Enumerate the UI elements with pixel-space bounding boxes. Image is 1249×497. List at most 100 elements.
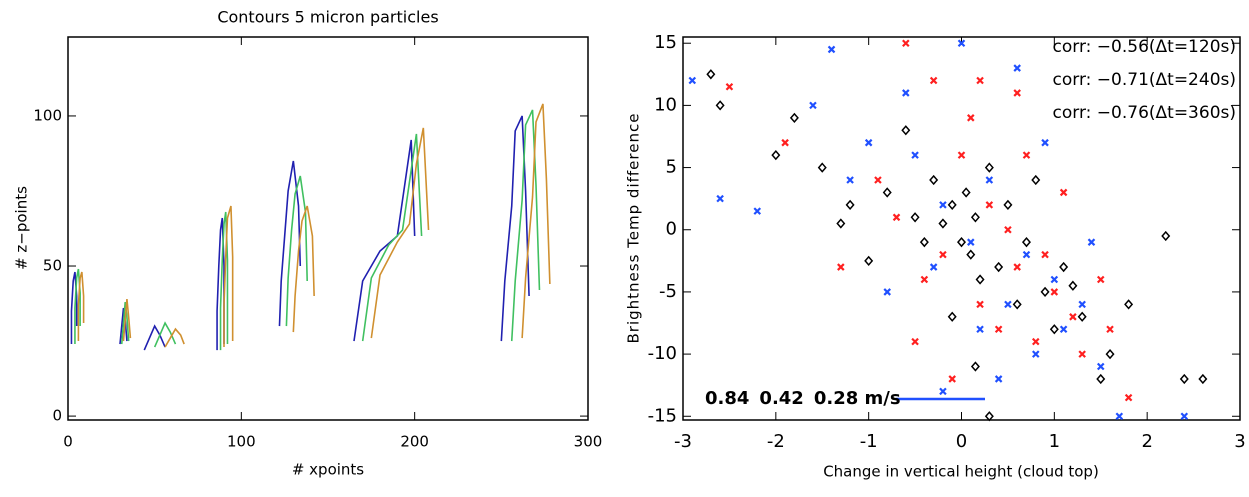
point xyxy=(1049,324,1059,335)
point xyxy=(1096,275,1105,284)
point xyxy=(994,375,1003,383)
y-tick-label: 100 xyxy=(33,106,62,124)
point xyxy=(1050,275,1059,284)
contour-line xyxy=(510,109,541,342)
point xyxy=(809,101,817,110)
point xyxy=(1059,325,1068,334)
point xyxy=(1115,412,1124,421)
plot-frame xyxy=(682,36,1241,421)
point xyxy=(1041,138,1049,147)
point xyxy=(1077,311,1087,322)
speed-label: 0.42 xyxy=(759,388,803,409)
point xyxy=(837,263,845,271)
x-tick-label: 100 xyxy=(227,433,256,451)
point xyxy=(1124,299,1134,310)
contour-line xyxy=(216,217,225,351)
contour-line xyxy=(285,175,308,327)
point xyxy=(948,375,956,383)
point xyxy=(688,76,697,85)
point xyxy=(1021,237,1031,248)
contour-line xyxy=(500,115,530,342)
point xyxy=(902,39,910,47)
point xyxy=(947,311,957,322)
point xyxy=(883,288,892,296)
point xyxy=(715,100,725,111)
point xyxy=(976,300,984,309)
contour-line xyxy=(74,268,81,345)
speed-label: 0.84 xyxy=(705,388,749,409)
y-tick-label: -15 xyxy=(648,405,677,426)
contour-line xyxy=(120,301,130,345)
point xyxy=(967,238,975,246)
contour-line xyxy=(77,271,85,342)
x-axis-label: Change in vertical height (cloud top) xyxy=(823,463,1099,481)
point xyxy=(939,387,947,396)
contour-line xyxy=(70,271,78,345)
point xyxy=(1022,250,1031,259)
point xyxy=(975,274,985,285)
point xyxy=(920,275,929,284)
point xyxy=(957,151,966,159)
point xyxy=(947,199,957,211)
contour-line xyxy=(164,327,185,348)
point xyxy=(1106,325,1114,334)
point xyxy=(938,218,948,229)
point xyxy=(874,176,882,184)
annotation: corr: −0.71(Δt=240s) xyxy=(1053,70,1236,90)
point xyxy=(994,261,1004,273)
x-tick-label: -3 xyxy=(674,431,692,452)
contour-line xyxy=(353,139,416,342)
y-axis-label: # z−points xyxy=(13,186,31,270)
y-tick-label: 0 xyxy=(52,407,62,425)
point xyxy=(901,125,911,136)
plot-frame xyxy=(67,36,589,421)
point xyxy=(706,69,716,80)
y-tick-label: 5 xyxy=(666,157,677,178)
point xyxy=(1078,350,1086,358)
point xyxy=(1041,250,1049,259)
y-tick-label: 0 xyxy=(666,219,677,240)
speed-label: 0.28 m/s xyxy=(814,388,901,409)
x-tick-label: -2 xyxy=(767,431,785,452)
contour-line xyxy=(278,160,302,327)
point xyxy=(1096,362,1105,371)
point xyxy=(1031,174,1041,186)
x-tick-label: 0 xyxy=(63,433,73,451)
point xyxy=(1179,373,1189,385)
point xyxy=(1069,313,1077,321)
chart-title: Contours 5 micron particles xyxy=(217,8,438,27)
point xyxy=(1004,300,1012,309)
point xyxy=(910,212,920,223)
point xyxy=(1180,412,1189,421)
point xyxy=(725,82,734,91)
annotation: corr: −0.56(Δt=120s) xyxy=(1053,37,1236,57)
x-tick-label: -1 xyxy=(860,431,878,452)
point xyxy=(1068,280,1078,291)
point xyxy=(1087,238,1096,246)
point xyxy=(846,176,854,184)
point xyxy=(911,337,919,346)
point xyxy=(827,45,836,54)
point xyxy=(1040,286,1050,298)
contour-line xyxy=(292,205,315,333)
point xyxy=(789,112,799,123)
point xyxy=(882,187,892,198)
point xyxy=(864,255,874,266)
point xyxy=(1012,299,1022,310)
x-axis-label: # xpoints xyxy=(292,461,364,479)
x-tick-label: 0 xyxy=(956,431,967,452)
point xyxy=(1013,263,1021,271)
contour-line xyxy=(223,205,234,348)
contour-line xyxy=(119,307,128,345)
x-tick-label: 2 xyxy=(1141,431,1152,452)
point xyxy=(902,89,910,97)
point xyxy=(957,39,966,47)
point xyxy=(1022,151,1031,159)
point xyxy=(994,325,1003,334)
contour-line xyxy=(122,298,132,342)
point xyxy=(957,237,966,248)
point xyxy=(1059,261,1069,273)
y-tick-label: 50 xyxy=(43,257,62,275)
point xyxy=(781,138,789,147)
point xyxy=(976,76,984,85)
